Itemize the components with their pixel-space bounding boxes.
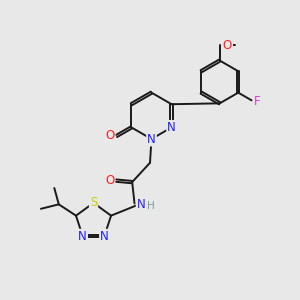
Text: H: H (147, 201, 155, 211)
Text: O: O (223, 39, 232, 52)
Text: N: N (147, 133, 156, 146)
Text: N: N (137, 198, 146, 211)
Text: N: N (100, 230, 109, 243)
Text: N: N (167, 121, 176, 134)
Text: O: O (105, 129, 115, 142)
Text: F: F (254, 95, 260, 108)
Text: S: S (90, 196, 97, 209)
Text: N: N (78, 230, 87, 243)
Text: O: O (105, 174, 115, 187)
